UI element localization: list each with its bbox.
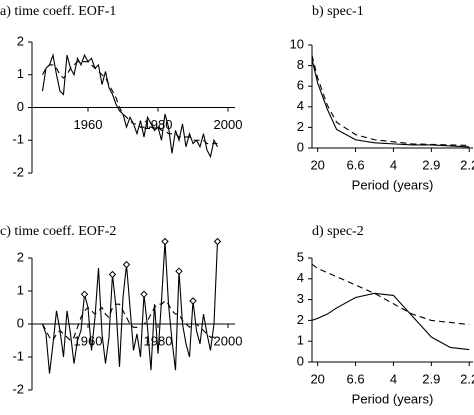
- panel-title: a) time coeff. EOF-1: [0, 4, 116, 19]
- x-tick-label: 20: [310, 371, 324, 386]
- y-tick-label: 0: [297, 353, 304, 368]
- y-tick-label: -2: [12, 381, 24, 396]
- x-tick-label: 2000: [214, 333, 243, 348]
- y-tick-label: 2: [17, 33, 24, 48]
- x-tick-label: 2000: [214, 117, 243, 132]
- y-tick-label: 4: [297, 270, 304, 285]
- x-tick-label: 1960: [74, 117, 103, 132]
- diamond-marker: [161, 237, 169, 246]
- x-tick-label: 2.9: [422, 371, 440, 386]
- y-tick-label: 10: [290, 36, 304, 51]
- y-tick-label: 3: [297, 291, 304, 306]
- smoothed-line: [311, 55, 470, 146]
- diamond-marker: [140, 290, 148, 299]
- y-tick-label: 1: [17, 66, 24, 81]
- panel-title: c) time coeff. EOF-2: [0, 224, 116, 239]
- x-tick-label: 2.9: [422, 157, 440, 172]
- x-tick-label: 6.6: [347, 371, 365, 386]
- x-axis-label: Period (years): [352, 391, 434, 406]
- panel-title: b) spec-1: [312, 4, 364, 19]
- y-tick-label: -1: [12, 348, 24, 363]
- y-tick-label: 6: [297, 78, 304, 93]
- diamond-marker: [175, 267, 183, 275]
- x-tick-label: 4: [390, 157, 397, 172]
- x-tick-label: 4: [390, 371, 397, 386]
- y-tick-label: -2: [12, 164, 24, 179]
- diamond-marker: [80, 290, 89, 299]
- y-tick-label: 0: [297, 139, 304, 154]
- data-line: [311, 59, 470, 148]
- y-tick-label: 1: [17, 282, 24, 297]
- x-tick-label: 1960: [74, 333, 103, 348]
- x-tick-label: 20: [310, 157, 324, 172]
- smoothed-line: [42, 300, 218, 342]
- y-tick-label: -1: [12, 132, 24, 147]
- y-tick-label: 2: [297, 119, 304, 134]
- diamond-marker: [189, 297, 197, 305]
- data-line: [41, 241, 219, 374]
- smoothed-line: [42, 61, 218, 145]
- y-tick-label: 0: [17, 99, 24, 114]
- y-tick-label: 0: [17, 315, 24, 330]
- x-axis-label: Period (years): [352, 177, 434, 192]
- data-line: [311, 292, 470, 351]
- y-tick-label: 1: [297, 333, 304, 348]
- diamond-marker: [213, 237, 222, 246]
- diamond-marker: [108, 270, 117, 279]
- y-tick-label: 2: [17, 249, 24, 264]
- x-tick-label: 1980: [144, 333, 173, 348]
- x-tick-label: 2.2: [460, 157, 474, 172]
- x-tick-label: 2.2: [460, 371, 474, 386]
- diamond-marker: [122, 260, 131, 269]
- y-tick-label: 4: [297, 98, 304, 113]
- data-line: [41, 52, 218, 159]
- x-tick-label: 1980: [144, 117, 173, 132]
- y-tick-label: 2: [297, 312, 304, 327]
- y-tick-label: 5: [297, 249, 304, 264]
- x-tick-label: 6.6: [347, 157, 365, 172]
- y-tick-label: 8: [297, 57, 304, 72]
- panel-title: d) spec-2: [312, 224, 364, 239]
- smoothed-line: [311, 263, 470, 326]
